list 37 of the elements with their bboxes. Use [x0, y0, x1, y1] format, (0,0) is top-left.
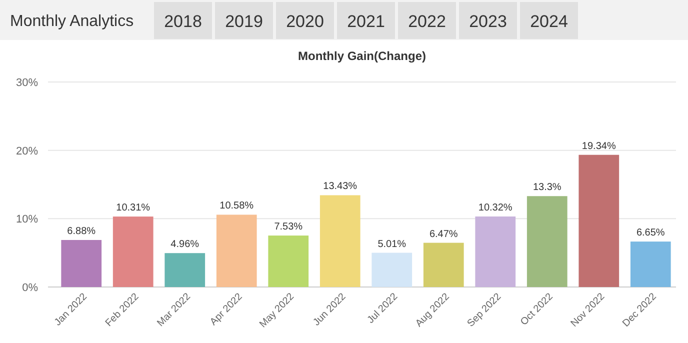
y-tick-label: 10% — [16, 214, 38, 226]
data-label: 6.65% — [636, 228, 665, 239]
text: 2023 — [469, 12, 507, 31]
chart-title: Monthly Analytics — [10, 13, 134, 30]
bar — [216, 214, 257, 287]
text: 2022 — [408, 12, 446, 31]
bar — [112, 216, 154, 287]
bar — [423, 242, 464, 287]
bar — [475, 216, 516, 287]
data-label: 10.58% — [220, 200, 254, 212]
text: 2021 — [347, 12, 385, 31]
bar — [526, 196, 568, 287]
data-label: 10.31% — [116, 202, 150, 214]
bar — [268, 236, 309, 287]
bar — [578, 154, 620, 287]
y-tick-label: 0% — [22, 282, 38, 294]
data-label: 6.88% — [67, 226, 96, 237]
bar — [630, 242, 671, 287]
data-label: 10.32% — [478, 202, 512, 214]
data-label: 13.3% — [532, 182, 562, 194]
chart-subtitle: Monthly Gain(Change) — [298, 49, 426, 63]
text: 2019 — [225, 12, 263, 31]
text: 2020 — [286, 12, 324, 31]
y-tick-label: 20% — [16, 145, 38, 158]
bar — [320, 195, 360, 287]
data-label: 19.34% — [582, 140, 616, 152]
data-label: 13.43% — [323, 181, 358, 192]
bar — [61, 240, 102, 287]
text: 2018 — [164, 12, 202, 31]
bar — [164, 253, 206, 287]
text: 2024 — [530, 12, 568, 31]
data-label: 6.47% — [429, 228, 458, 240]
data-label: 5.01% — [378, 238, 406, 250]
data-label: 7.53% — [274, 222, 303, 233]
bar — [372, 252, 412, 287]
y-tick-label: 30% — [16, 77, 38, 89]
data-label: 4.96% — [170, 239, 200, 250]
